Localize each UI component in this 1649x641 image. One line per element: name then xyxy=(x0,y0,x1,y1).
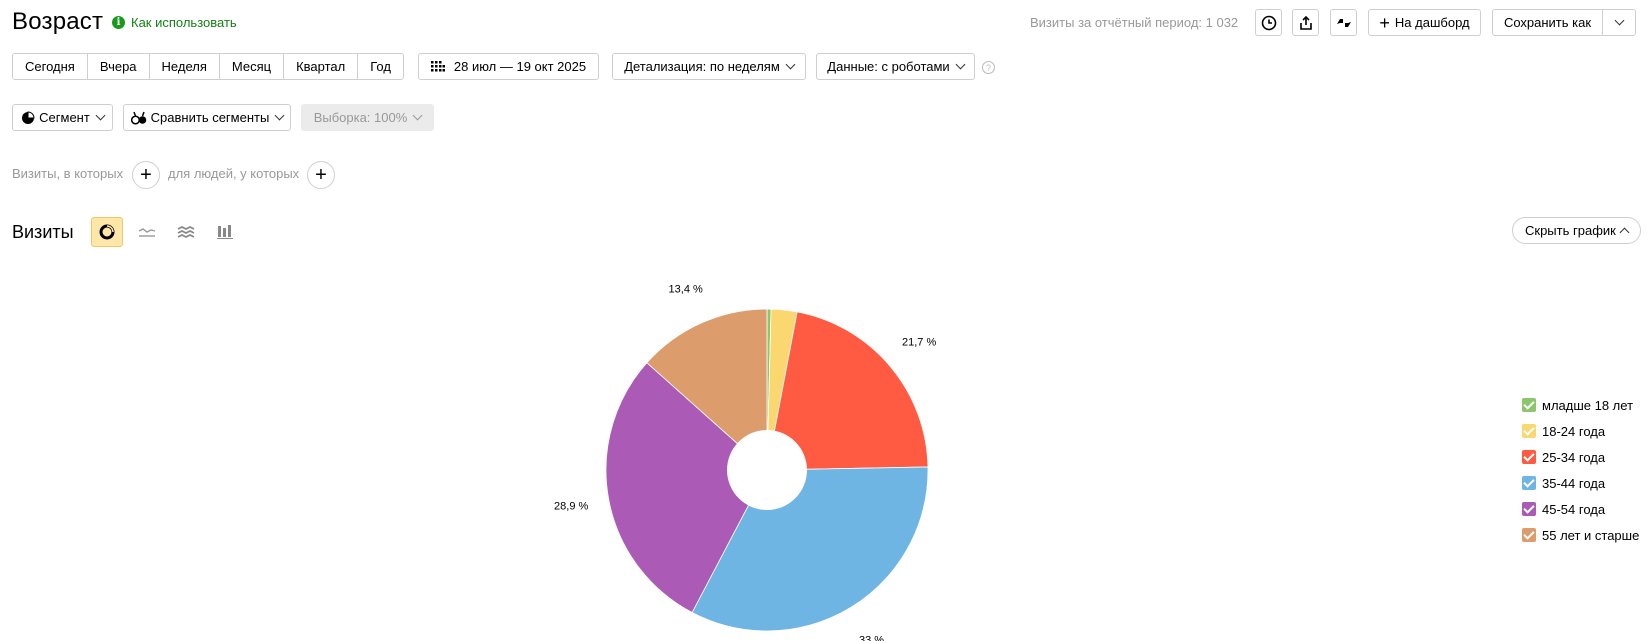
legend-checkbox[interactable] xyxy=(1522,424,1536,438)
date-range-label: 28 июл — 19 окт 2025 xyxy=(453,59,587,74)
how-to-use-link[interactable]: i Как использовать xyxy=(112,15,237,30)
hide-chart-label: Скрыть график xyxy=(1525,223,1616,238)
save-as-dropdown[interactable] xyxy=(1602,9,1636,36)
chart-legend: младше 18 лет 18-24 года 25-34 года 35-44 г… xyxy=(1522,392,1639,548)
help-icon[interactable]: ? xyxy=(982,61,995,74)
legend-checkbox[interactable] xyxy=(1522,398,1536,412)
stacked-bar-icon xyxy=(217,225,233,239)
sample-label: Выборка: 100% xyxy=(313,110,408,125)
legend-item[interactable]: 35-44 года xyxy=(1522,470,1639,496)
period-yesterday[interactable]: Вчера xyxy=(88,54,150,79)
slice-data-label: 13,4 % xyxy=(669,283,703,295)
legend-label: 55 лет и старше xyxy=(1542,527,1640,543)
legend-label: 45-54 года xyxy=(1542,501,1606,517)
save-as-button[interactable]: Сохранить как xyxy=(1492,9,1603,36)
visits-filter-label: Визиты, в которых xyxy=(12,166,124,181)
legend-item[interactable]: 18-24 года xyxy=(1522,418,1639,444)
compare-segments-button[interactable]: Сравнить сегменты xyxy=(123,104,291,131)
bar-chart-view-button[interactable] xyxy=(209,217,241,247)
legend-label: 35-44 года xyxy=(1542,475,1606,491)
period-month[interactable]: Месяц xyxy=(220,54,285,79)
detail-label: Детализация: по неделям xyxy=(624,59,780,74)
legend-checkbox[interactable] xyxy=(1522,450,1536,464)
visits-summary: Визиты за отчётный период: 1 032 xyxy=(1030,15,1239,30)
legend-label: 25-34 года xyxy=(1542,449,1606,465)
detail-dropdown[interactable]: Детализация: по неделям xyxy=(612,53,806,80)
legend-item[interactable]: 55 лет и старше xyxy=(1522,522,1639,548)
slice-data-label: 21,7 % xyxy=(902,337,936,349)
period-quarter[interactable]: Квартал xyxy=(284,54,359,79)
legend-item[interactable]: 45-54 года xyxy=(1522,496,1639,522)
save-as-label: Сохранить как xyxy=(1503,15,1592,30)
segment-label: Сегмент xyxy=(39,110,90,125)
legend-checkbox[interactable] xyxy=(1522,476,1536,490)
info-icon: i xyxy=(112,16,125,29)
data-label: Данные: с роботами xyxy=(827,59,950,74)
period-week[interactable]: Неделя xyxy=(150,54,220,79)
pie-slice-2[interactable] xyxy=(766,311,929,471)
to-dashboard-button[interactable]: + На дашборд xyxy=(1368,9,1481,36)
share-icon xyxy=(1299,15,1312,30)
area-chart-view-button[interactable] xyxy=(170,217,202,247)
donut-icon xyxy=(99,224,115,240)
plus-icon: + xyxy=(1379,12,1390,33)
legend-label: младше 18 лет xyxy=(1542,397,1634,413)
hide-chart-button[interactable]: Скрыть график xyxy=(1512,217,1641,244)
add-people-filter-button[interactable]: + xyxy=(307,161,335,189)
legend-item[interactable]: 25-34 года xyxy=(1522,444,1639,470)
people-filter-label: для людей, у которых xyxy=(168,166,300,181)
data-dropdown[interactable]: Данные: с роботами xyxy=(816,53,975,80)
feedback-button[interactable] xyxy=(1330,9,1357,36)
legend-label: 18-24 года xyxy=(1542,423,1606,439)
calendar-icon xyxy=(430,60,445,71)
page-title: Возраст xyxy=(12,8,104,35)
pie-slice-3[interactable] xyxy=(691,466,929,632)
how-to-use-label: Как использовать xyxy=(131,15,237,30)
legend-checkbox[interactable] xyxy=(1522,502,1536,516)
slice-data-label: 28,9 % xyxy=(554,500,588,512)
period-year[interactable]: Год xyxy=(370,59,391,74)
stacked-area-icon xyxy=(177,225,195,239)
date-range-button[interactable]: 28 июл — 19 окт 2025 xyxy=(418,53,599,80)
donut-hole xyxy=(727,430,807,510)
clock-icon xyxy=(1261,15,1276,30)
period-selector: Сегодня Вчера Неделя Месяц Квартал Год xyxy=(12,53,404,80)
export-button[interactable] xyxy=(1292,9,1319,36)
history-button[interactable] xyxy=(1255,9,1282,36)
add-visit-filter-button[interactable]: + xyxy=(132,161,160,189)
legend-item[interactable]: младше 18 лет xyxy=(1522,392,1639,418)
line-chart-view-button[interactable] xyxy=(131,217,163,247)
thumbs-icon xyxy=(1336,18,1351,27)
line-chart-icon xyxy=(138,228,156,237)
pie-slice-4[interactable] xyxy=(605,362,768,614)
to-dashboard-label: На дашборд xyxy=(1394,15,1470,30)
chart-section-title: Визиты xyxy=(12,222,74,242)
segment-button[interactable]: Сегмент xyxy=(12,104,113,131)
period-today[interactable]: Сегодня xyxy=(13,54,88,79)
plus-icon: + xyxy=(140,163,152,186)
pie-chart-view-button[interactable] xyxy=(91,217,123,247)
slice-data-label: 33 % xyxy=(859,634,884,641)
plus-icon: + xyxy=(315,163,327,186)
pie-slice-5[interactable] xyxy=(646,308,768,471)
pie-segment-icon xyxy=(22,110,35,124)
compare-segments-label: Сравнить сегменты xyxy=(150,110,270,125)
legend-checkbox[interactable] xyxy=(1522,528,1536,542)
sample-dropdown[interactable]: Выборка: 100% xyxy=(301,104,434,131)
compare-icon xyxy=(130,111,146,125)
